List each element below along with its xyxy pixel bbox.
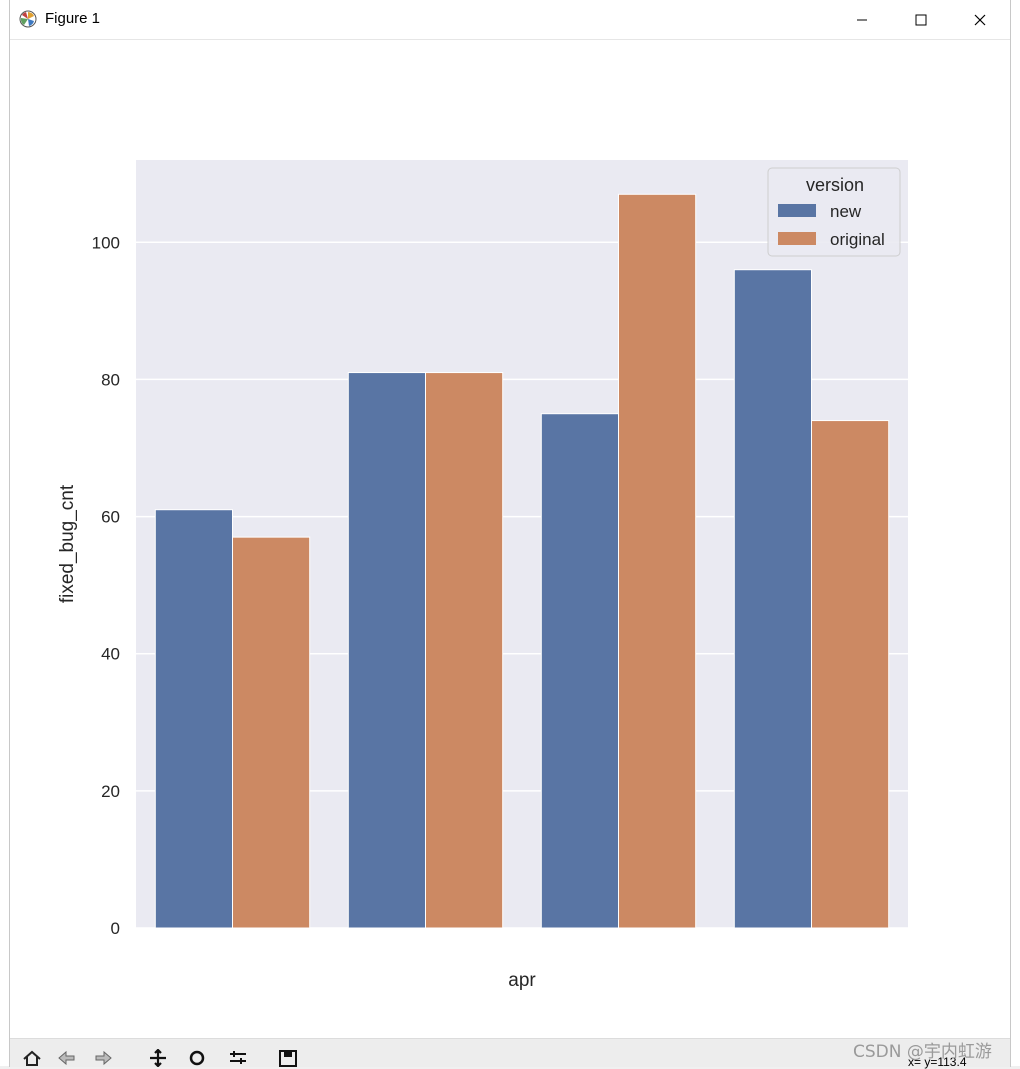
forward-icon xyxy=(95,1050,112,1066)
close-button[interactable] xyxy=(951,0,1009,39)
maximize-icon xyxy=(915,14,927,25)
y-axis-label: fixed_bug_cnt xyxy=(57,484,78,603)
bar-original-3 xyxy=(811,420,890,929)
y-tick-label-3: 60 xyxy=(101,508,120,527)
background-window-right xyxy=(1010,0,1020,1066)
bar-new-3 xyxy=(733,269,812,929)
bar-new-2 xyxy=(540,413,619,929)
back-button[interactable] xyxy=(52,1047,80,1069)
back-icon xyxy=(58,1050,75,1066)
legend-swatch-new xyxy=(778,204,816,217)
y-tick-label-4: 80 xyxy=(101,370,120,389)
zoom-button[interactable] xyxy=(184,1047,212,1069)
figure-canvas[interactable]: 0 20 40 60 80 100 apr fixed_bug_cnt version n… xyxy=(10,40,1010,1038)
y-tick-labels: 0 20 40 60 80 100 xyxy=(92,233,120,938)
zoom-icon xyxy=(189,1050,205,1066)
y-tick-label-5: 100 xyxy=(92,233,120,252)
bar-original-0 xyxy=(232,536,311,929)
bar-chart: 0 20 40 60 80 100 apr fixed_bug_cnt version n… xyxy=(57,160,908,991)
matplotlib-icon xyxy=(19,10,37,28)
bar-original-1 xyxy=(425,372,504,929)
minimize-button[interactable] xyxy=(833,0,891,39)
navigation-toolbar: x= y=113.4 xyxy=(10,1038,1010,1069)
pan-button[interactable] xyxy=(144,1047,172,1069)
legend-swatch-original xyxy=(778,232,816,245)
bar-new-0 xyxy=(154,509,233,929)
legend-title: version xyxy=(806,175,864,195)
save-icon xyxy=(279,1050,297,1067)
bar-original-2 xyxy=(618,193,697,929)
y-tick-label-1: 20 xyxy=(101,782,120,801)
configure-icon xyxy=(230,1051,246,1064)
legend-label-original: original xyxy=(830,230,885,249)
bar-new-1 xyxy=(347,372,426,929)
forward-button[interactable] xyxy=(90,1047,118,1069)
home-icon xyxy=(23,1050,41,1066)
minimize-icon xyxy=(857,19,867,20)
watermark: CSDN @宇内虹游 xyxy=(853,1042,992,1062)
maximize-button[interactable] xyxy=(892,0,950,39)
y-tick-label-2: 40 xyxy=(101,645,120,664)
legend: version new original xyxy=(767,167,901,257)
x-axis-label: apr xyxy=(508,970,536,991)
window-title: Figure 1 xyxy=(45,10,101,27)
background-window-left xyxy=(0,0,10,1066)
home-button[interactable] xyxy=(18,1047,46,1069)
close-icon xyxy=(974,14,986,25)
legend-label-new: new xyxy=(830,202,862,221)
figure-window: Figure 1 0 20 40 60 80 100 apr fixed_bug_cnt … xyxy=(10,0,1010,1069)
y-tick-label-0: 0 xyxy=(111,919,120,938)
title-bar: Figure 1 xyxy=(10,0,1010,40)
bars xyxy=(154,193,890,929)
configure-button[interactable] xyxy=(224,1047,252,1069)
pan-icon xyxy=(150,1049,166,1067)
